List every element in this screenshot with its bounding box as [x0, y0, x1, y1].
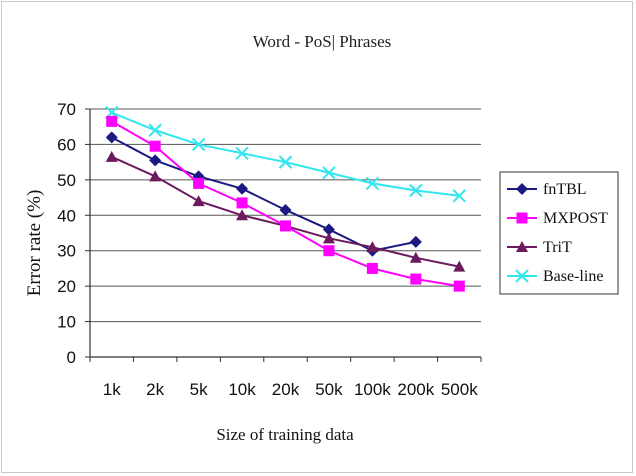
x-tick-label: 5k — [190, 380, 208, 399]
mxpost-point — [106, 115, 118, 127]
axes — [89, 109, 482, 362]
trit-point — [322, 232, 335, 244]
gridlines — [85, 108, 481, 358]
base-line-point — [148, 123, 162, 137]
x-tick-label: 50k — [315, 380, 343, 399]
series-mxpost — [106, 115, 465, 292]
fntbl-point — [149, 154, 162, 167]
legend-base-line-point — [515, 269, 529, 283]
fntbl-line — [111, 136, 417, 252]
y-tick-label: 50 — [57, 171, 76, 190]
x-tick-label: 200k — [397, 380, 434, 399]
trit-point — [236, 209, 249, 221]
mxpost-point — [453, 280, 465, 292]
base-line-point — [278, 155, 293, 169]
base-line-point — [409, 183, 423, 198]
y-tick-label: 70 — [57, 100, 76, 119]
fntbl-point — [322, 223, 335, 236]
x-axis-title: Size of training data — [216, 425, 354, 444]
data-series — [105, 105, 466, 292]
base-line-point — [365, 176, 380, 191]
fntbl-point — [105, 131, 118, 144]
y-tick-label: 10 — [57, 313, 76, 332]
legend-label: fnTBL — [543, 181, 587, 198]
mxpost-point — [410, 273, 422, 285]
base-line-point — [191, 137, 206, 152]
trit-point — [366, 241, 379, 253]
x-tick-label: 500k — [441, 380, 478, 399]
base-line-point — [322, 166, 336, 180]
mxpost-point — [236, 197, 248, 209]
legend-trit-point — [516, 241, 528, 252]
trit-point — [149, 170, 162, 182]
y-tick-labels: 0 10 20 30 40 50 60 70 — [57, 100, 76, 367]
legend-item-trit: TriT — [507, 239, 572, 256]
y-tick-label: 60 — [57, 135, 76, 154]
base-line-point — [235, 146, 249, 160]
legend-item-mxpost: MXPOST — [507, 210, 608, 227]
series-base-line — [105, 105, 466, 203]
mxpost-point — [149, 140, 161, 152]
x-tick-label: 10k — [228, 380, 256, 399]
y-axis-title: Error rate (%) — [24, 190, 45, 297]
base-line-point — [452, 189, 466, 203]
legend-fntbl-point — [516, 183, 528, 195]
mxpost-point — [193, 177, 205, 189]
fntbl-point — [279, 203, 292, 216]
mxpost-point — [280, 220, 291, 232]
legend-mxpost-point — [516, 212, 528, 224]
x-tick-label: 20k — [272, 380, 300, 399]
fntbl-point — [236, 182, 249, 195]
mxpost-point — [323, 245, 335, 257]
legend-label: MXPOST — [543, 210, 608, 227]
trit-point — [192, 195, 205, 207]
legend-label: Base-line — [543, 268, 603, 285]
mxpost-point — [366, 262, 378, 274]
trit-point — [453, 260, 466, 272]
x-tick-labels: 1k 2k 5k 10k 20k 50k 100k 200k 500k — [103, 380, 478, 399]
legend-label: TriT — [543, 239, 572, 256]
y-tick-label: 20 — [57, 277, 76, 296]
x-tick-label: 100k — [354, 380, 391, 399]
y-tick-label: 40 — [57, 206, 76, 225]
fntbl-point — [409, 235, 422, 248]
y-tick-label: 0 — [67, 348, 76, 367]
chart-title: Word - PoS| Phrases — [253, 32, 392, 51]
y-tick-label: 30 — [57, 242, 76, 261]
legend-item-base-line: Base-line — [507, 268, 603, 285]
x-tick-label: 2k — [146, 380, 164, 399]
mxpost-line — [111, 120, 460, 288]
trit-point — [105, 150, 118, 162]
legend-item-fntbl: fnTBL — [507, 181, 587, 198]
legend: fnTBL MXPOST TriT Base-line — [499, 171, 619, 295]
x-tick-label: 1k — [103, 380, 121, 399]
trit-point — [409, 251, 422, 263]
